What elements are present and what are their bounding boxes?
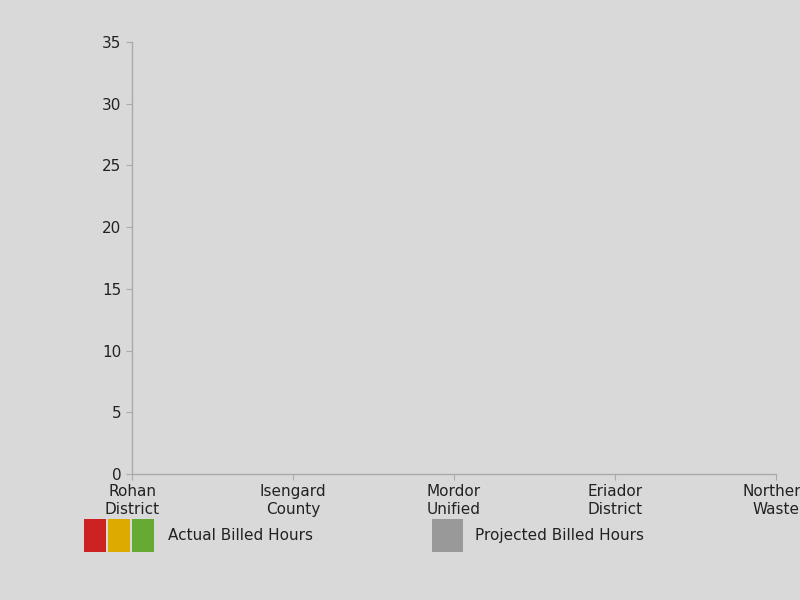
Text: Projected Billed Hours: Projected Billed Hours — [475, 528, 644, 543]
Text: Actual Billed Hours: Actual Billed Hours — [168, 528, 313, 543]
